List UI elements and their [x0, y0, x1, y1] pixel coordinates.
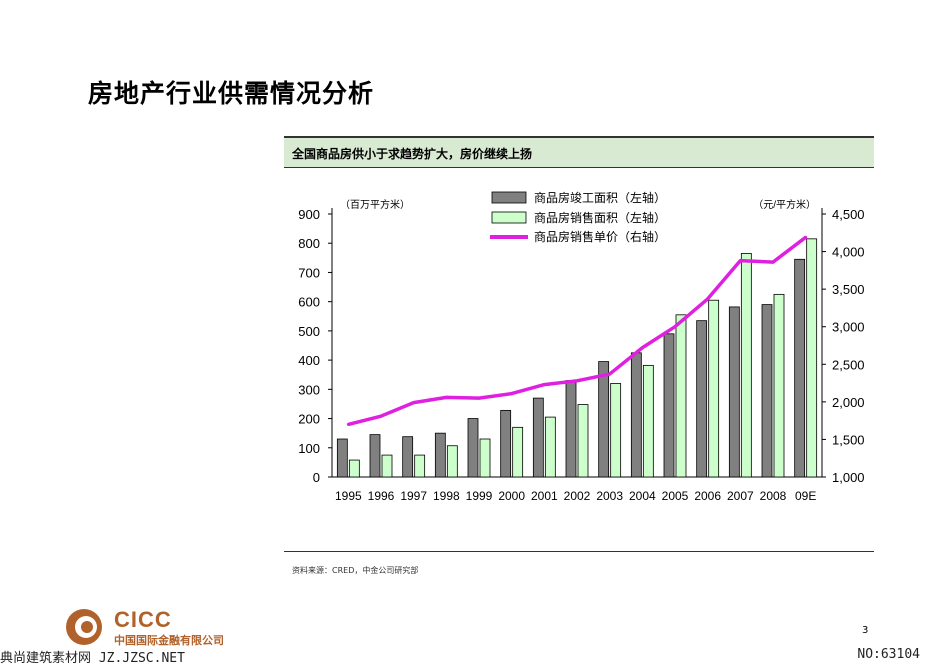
price-point	[346, 422, 350, 426]
right-tick-label: 4,500	[832, 207, 865, 222]
price-point	[771, 260, 775, 264]
page-number: 3	[862, 625, 869, 636]
x-tick-label: 2000	[498, 489, 525, 503]
bar-completed	[794, 258, 806, 478]
chart-header-text: 全国商品房供小于求趋势扩大，房价继续上扬	[292, 147, 533, 161]
price-point	[673, 325, 677, 329]
legend-swatch-completed	[491, 191, 527, 204]
x-tick-label: 1997	[400, 489, 427, 503]
left-unit-label: （百万平方米）	[340, 198, 410, 211]
bar-sold	[479, 438, 491, 478]
bar-completed	[630, 352, 642, 478]
bar-completed	[434, 432, 446, 478]
price-point	[510, 392, 514, 396]
logo-subtitle: 中国国际金融有限公司	[114, 634, 224, 647]
x-tick-label: 1996	[368, 489, 395, 503]
cicc-logo: CICC 中国国际金融有限公司	[64, 607, 264, 647]
bar-sold	[708, 299, 720, 478]
left-tick-label: 600	[298, 295, 320, 310]
left-tick-label: 100	[298, 441, 320, 456]
legend-swatch-sold	[491, 211, 527, 224]
logo-name: CICC	[114, 607, 172, 632]
x-tick-label: 2002	[564, 489, 591, 503]
price-point	[542, 383, 546, 387]
legend-label-completed: 商品房竣工面积（左轴）	[534, 190, 666, 205]
price-point	[575, 379, 579, 383]
x-tick-label: 2004	[629, 489, 656, 503]
left-tick-label: 300	[298, 382, 320, 397]
bar-sold	[544, 416, 556, 478]
price-point	[608, 372, 612, 376]
bottom-rule	[284, 551, 874, 552]
x-tick-label: 1999	[466, 489, 493, 503]
watermark-left: 典尚建筑素材网 JZ.JZSC.NET	[0, 651, 185, 666]
x-tick-label: 2008	[760, 489, 787, 503]
left-tick-label: 700	[298, 265, 320, 280]
bar-completed	[402, 436, 414, 478]
page-title: 房地产行业供需情况分析	[88, 79, 375, 108]
bar-sold	[577, 404, 589, 478]
bar-sold	[773, 293, 785, 478]
chart-panel: 全国商品房供小于求趋势扩大，房价继续上扬 0 100 200 300 400 500 600…	[284, 136, 874, 552]
chart-header: 全国商品房供小于求趋势扩大，房价继续上扬	[284, 136, 874, 168]
bar-completed	[761, 304, 773, 478]
right-tick-label: 3,000	[832, 320, 865, 335]
bar-sold	[610, 383, 622, 478]
price-point	[706, 297, 710, 301]
bar-sold	[348, 459, 360, 478]
bar-completed	[369, 434, 381, 478]
left-tick-label: 800	[298, 236, 320, 251]
bar-sold	[642, 364, 654, 478]
bar-sold	[806, 238, 818, 478]
watermark-right: NO:63104	[857, 647, 920, 662]
left-tick-label: 900	[298, 207, 320, 222]
price-point	[640, 346, 644, 350]
price-point	[738, 259, 742, 263]
chart-svg: 0 100 200 300 400 500 600 700 800 900 1,000 1,500 2,…	[298, 190, 865, 503]
right-unit-label: （元/平方米）	[753, 198, 816, 211]
bar-completed	[467, 418, 479, 478]
x-tick-label: 2003	[596, 489, 623, 503]
x-tick-label: 2007	[727, 489, 754, 503]
bar-completed	[565, 380, 577, 478]
bar-sold	[414, 454, 426, 478]
x-tick-label: 2005	[662, 489, 689, 503]
right-tick-label: 1,500	[832, 432, 865, 447]
x-tick-label: 2001	[531, 489, 558, 503]
bar-completed	[500, 409, 512, 478]
bar-sold	[381, 454, 393, 478]
bar-completed	[336, 438, 348, 478]
bar-sold	[446, 445, 458, 478]
bar-completed	[663, 333, 675, 478]
x-tick-label: 09E	[795, 489, 816, 503]
right-tick-label: 4,000	[832, 245, 865, 260]
bar-completed	[696, 320, 708, 478]
bar-sold	[512, 426, 524, 478]
price-point	[412, 401, 416, 405]
left-tick-label: 0	[313, 470, 320, 485]
left-tick-label: 200	[298, 412, 320, 427]
x-tick-label: 1995	[335, 489, 362, 503]
legend-label-sold: 商品房销售面积（左轴）	[534, 210, 666, 225]
price-point	[477, 396, 481, 400]
right-tick-label: 1,000	[832, 470, 865, 485]
price-point	[804, 235, 808, 239]
right-tick-label: 2,500	[832, 357, 865, 372]
bar-completed	[532, 397, 544, 478]
price-point	[444, 395, 448, 399]
right-tick-label: 2,000	[832, 395, 865, 410]
x-tick-label: 2006	[694, 489, 721, 503]
price-point	[379, 414, 383, 418]
left-tick-label: 500	[298, 324, 320, 339]
bar-sold	[740, 253, 752, 478]
legend-label-price: 商品房销售单价（右轴）	[534, 229, 666, 244]
x-tick-label: 1998	[433, 489, 460, 503]
right-tick-label: 3,500	[832, 282, 865, 297]
cicc-emblem-icon	[66, 609, 102, 645]
bar-completed	[728, 306, 740, 478]
left-tick-label: 400	[298, 353, 320, 368]
source-note: 资料来源：CRED，中金公司研究部	[292, 566, 419, 575]
bar-completed	[598, 361, 610, 478]
bar-sold	[675, 314, 687, 478]
